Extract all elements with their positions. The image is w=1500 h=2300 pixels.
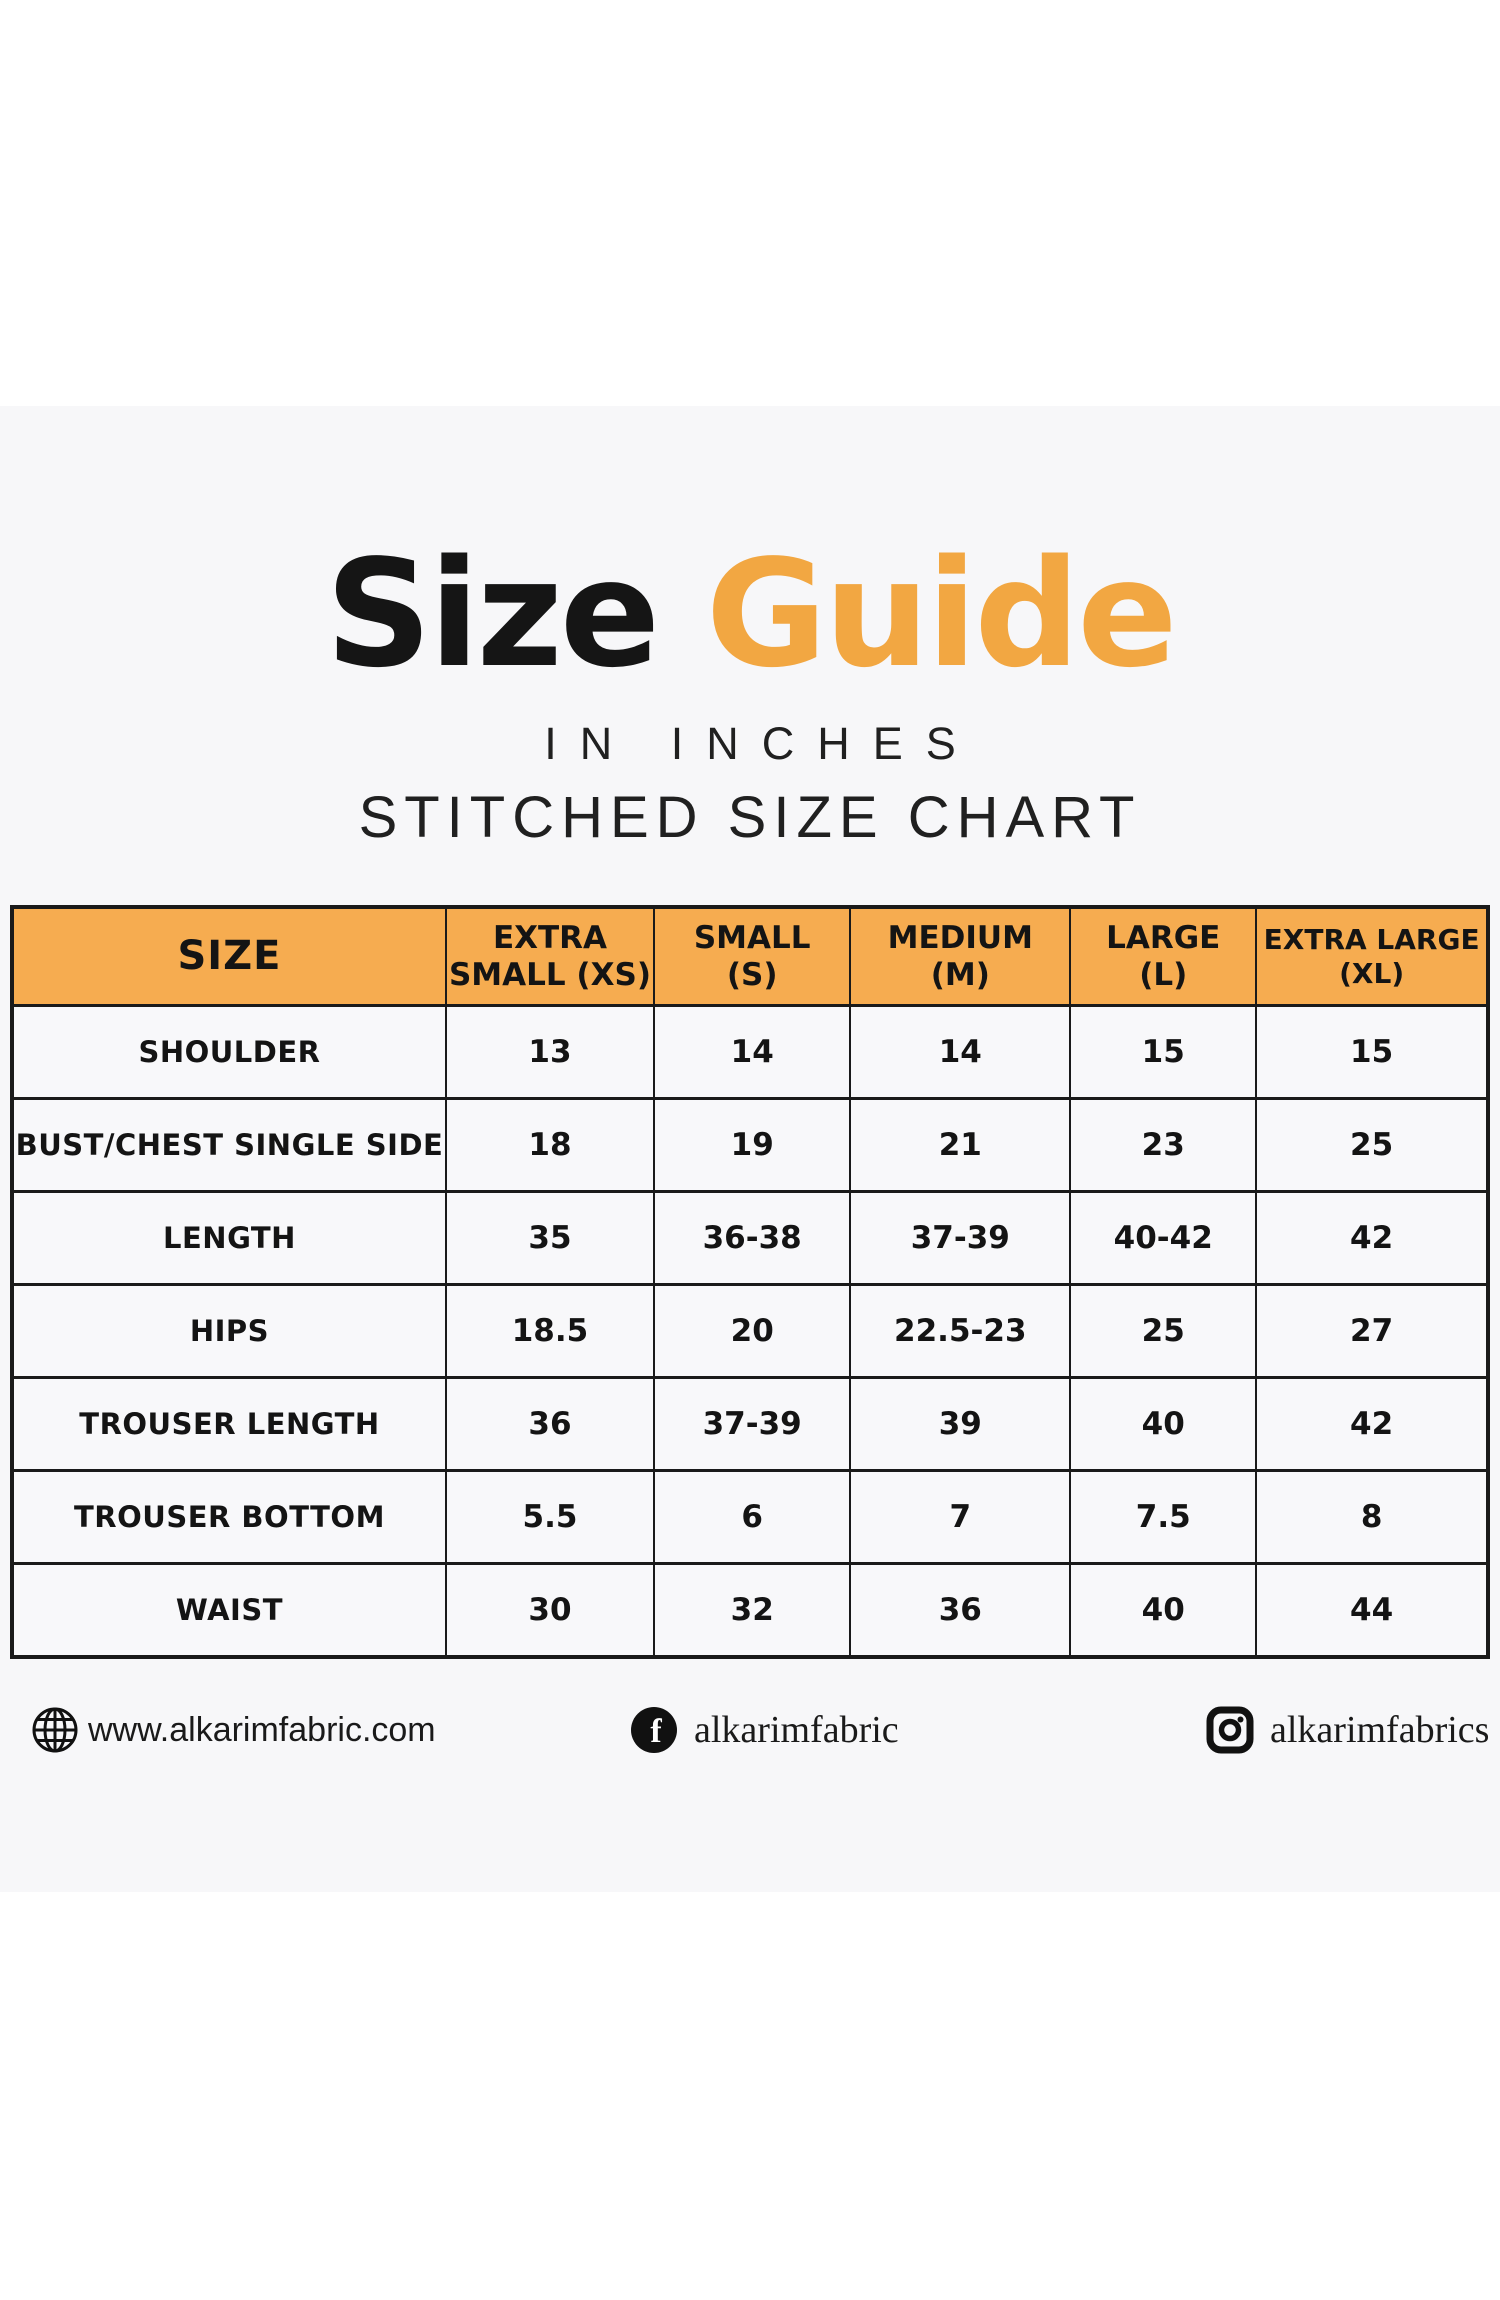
cell-4-4: 42 (1255, 1376, 1489, 1472)
cell-5-0: 5.5 (444, 1469, 656, 1565)
cell-2-3: 40-42 (1069, 1190, 1258, 1286)
cell-1-4: 25 (1255, 1097, 1489, 1193)
cell-1-3: 23 (1069, 1097, 1258, 1193)
table-header-row: SIZE EXTRA SMALL (XS) SMALL (S) MEDIUM (M) LARG… (11, 906, 1489, 1007)
cell-3-2: 22.5-23 (849, 1283, 1072, 1379)
globe-icon (32, 1707, 78, 1753)
row-label-6: WAIST (11, 1562, 447, 1658)
cell-6-2: 36 (849, 1562, 1072, 1658)
row-label-4: TROUSER LENGTH (11, 1376, 447, 1472)
header-col-4: LARGE (L) (1069, 906, 1258, 1007)
footer-instagram: alkarimfabrics (1206, 1704, 1489, 1756)
row-label-0: SHOULDER (11, 1004, 447, 1100)
cell-1-0: 18 (444, 1097, 656, 1193)
row-label-2: LENGTH (11, 1190, 447, 1286)
footer-facebook: f alkarimfabric (630, 1704, 899, 1756)
cell-3-4: 27 (1255, 1283, 1489, 1379)
cell-6-3: 40 (1069, 1562, 1258, 1658)
instagram-icon (1206, 1706, 1254, 1754)
website-url: www.alkarimfabric.com (88, 1710, 436, 1749)
table-row-6: WAIST 30 32 36 40 44 (11, 1562, 1489, 1658)
header-col-3: MEDIUM (M) (849, 906, 1072, 1007)
cell-4-3: 40 (1069, 1376, 1258, 1472)
title-block: Size Guide IN INCHES STITCHED SIZE CHART (0, 540, 1500, 851)
table-row-0: SHOULDER 13 14 14 15 15 (11, 1004, 1489, 1100)
facebook-icon: f (631, 1707, 677, 1753)
cell-2-2: 37-39 (849, 1190, 1072, 1286)
cell-4-1: 37-39 (653, 1376, 852, 1472)
header-col-1: EXTRA SMALL (XS) (444, 906, 656, 1007)
cell-4-0: 36 (444, 1376, 656, 1472)
cell-6-0: 30 (444, 1562, 656, 1658)
cell-6-1: 32 (653, 1562, 852, 1658)
cell-2-4: 42 (1255, 1190, 1489, 1286)
title-word-size: Size (325, 528, 660, 700)
table-row-1: BUST/CHEST SINGLE SIDE 18 19 21 23 25 (11, 1097, 1489, 1193)
cell-5-4: 8 (1255, 1469, 1489, 1565)
cell-3-1: 20 (653, 1283, 852, 1379)
cell-2-0: 35 (444, 1190, 656, 1286)
row-label-3: HIPS (11, 1283, 447, 1379)
title-word-guide: Guide (705, 528, 1178, 700)
facebook-handle: alkarimfabric (694, 1709, 899, 1751)
instagram-handle: alkarimfabrics (1270, 1709, 1490, 1751)
cell-1-2: 21 (849, 1097, 1072, 1193)
header-col-5: EXTRA LARGE (XL) (1255, 906, 1489, 1007)
table-row-2: LENGTH 35 36-38 37-39 40-42 42 (11, 1190, 1489, 1286)
table-row-3: HIPS 18.5 20 22.5-23 25 27 (11, 1283, 1489, 1379)
cell-3-0: 18.5 (444, 1283, 656, 1379)
row-label-1: BUST/CHEST SINGLE SIDE (11, 1097, 447, 1193)
cell-0-3: 15 (1069, 1004, 1258, 1100)
cell-0-4: 15 (1255, 1004, 1489, 1100)
cell-4-2: 39 (849, 1376, 1072, 1472)
table-row-4: TROUSER LENGTH 36 37-39 39 40 42 (11, 1376, 1489, 1472)
title-space (657, 528, 706, 700)
svg-text:f: f (650, 1713, 662, 1750)
page-title: Size Guide (0, 540, 1500, 688)
subtitle-in-inches: IN INCHES (544, 718, 979, 769)
cell-2-1: 36-38 (653, 1190, 852, 1286)
table-header: SIZE EXTRA SMALL (XS) SMALL (S) MEDIUM (M) LARG… (11, 906, 1489, 1007)
table-row-5: TROUSER BOTTOM 5.5 6 7 7.5 8 (11, 1469, 1489, 1565)
cell-3-3: 25 (1069, 1283, 1258, 1379)
header-size: SIZE (11, 906, 447, 1007)
table-body: SHOULDER 13 14 14 15 15 BUST/CHEST SINGLE SIDE… (11, 1004, 1489, 1658)
cell-0-2: 14 (849, 1004, 1072, 1100)
size-chart-table: SIZE EXTRA SMALL (XS) SMALL (S) MEDIUM (M) LARG… (10, 905, 1490, 1659)
row-label-5: TROUSER BOTTOM (11, 1469, 447, 1565)
subtitle-stitched-size-chart: STITCHED SIZE CHART (358, 785, 1142, 850)
cell-5-1: 6 (653, 1469, 852, 1565)
cell-0-0: 13 (444, 1004, 656, 1100)
cell-5-3: 7.5 (1069, 1469, 1258, 1565)
cell-6-4: 44 (1255, 1562, 1489, 1658)
cell-1-1: 19 (653, 1097, 852, 1193)
header-col-2: SMALL (S) (653, 906, 852, 1007)
cell-5-2: 7 (849, 1469, 1072, 1565)
footer-website: www.alkarimfabric.com (30, 1704, 436, 1756)
cell-0-1: 14 (653, 1004, 852, 1100)
